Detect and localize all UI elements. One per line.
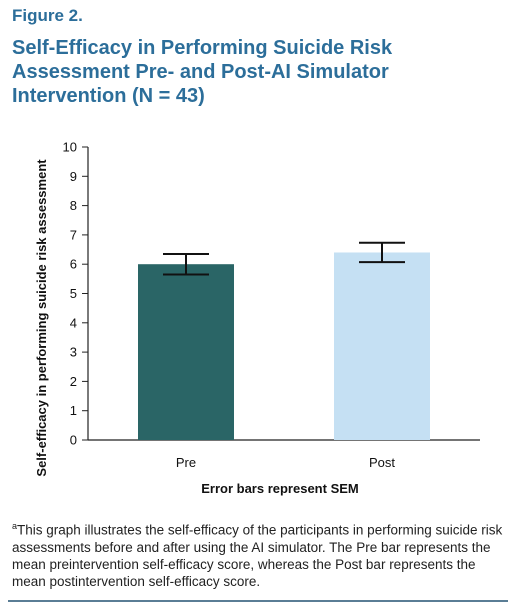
bottom-rule (8, 600, 508, 602)
x-tick-label: Pre (176, 455, 196, 470)
bar-chart: Self-efficacy in performing suicide risk… (34, 140, 480, 496)
y-tick-label: 0 (70, 433, 77, 448)
footnote-marker: a (12, 521, 18, 531)
bar-post (334, 252, 430, 440)
y-tick-label: 2 (70, 374, 77, 389)
y-axis-label: Self-efficacy in performing suicide risk… (34, 159, 49, 477)
y-tick-label: 5 (70, 286, 77, 301)
x-tick-label: Post (369, 455, 395, 470)
footnote-text: This graph illustrates the self-efficacy… (12, 522, 503, 589)
bar-pre (138, 264, 234, 440)
figure-label: Figure 2. (12, 6, 83, 25)
y-tick-label: 8 (70, 198, 77, 213)
x-axis-label: Error bars represent SEM (201, 481, 359, 496)
y-tick-label: 9 (70, 169, 77, 184)
figure-title: Self-Efficacy in Performing Suicide Risk… (12, 37, 393, 107)
footnote: aThis graph illustrates the self-efficac… (12, 518, 507, 590)
y-tick-label: 10 (63, 140, 77, 155)
y-tick-label: 1 (70, 403, 77, 418)
y-tick-label: 4 (70, 315, 77, 330)
error-bars (163, 241, 405, 276)
x-tick-labels: Pre Post (176, 455, 396, 470)
y-tick-label: 3 (70, 345, 77, 360)
bars (138, 252, 430, 440)
y-tick-label: 6 (70, 257, 77, 272)
y-tick-label: 7 (70, 227, 77, 242)
